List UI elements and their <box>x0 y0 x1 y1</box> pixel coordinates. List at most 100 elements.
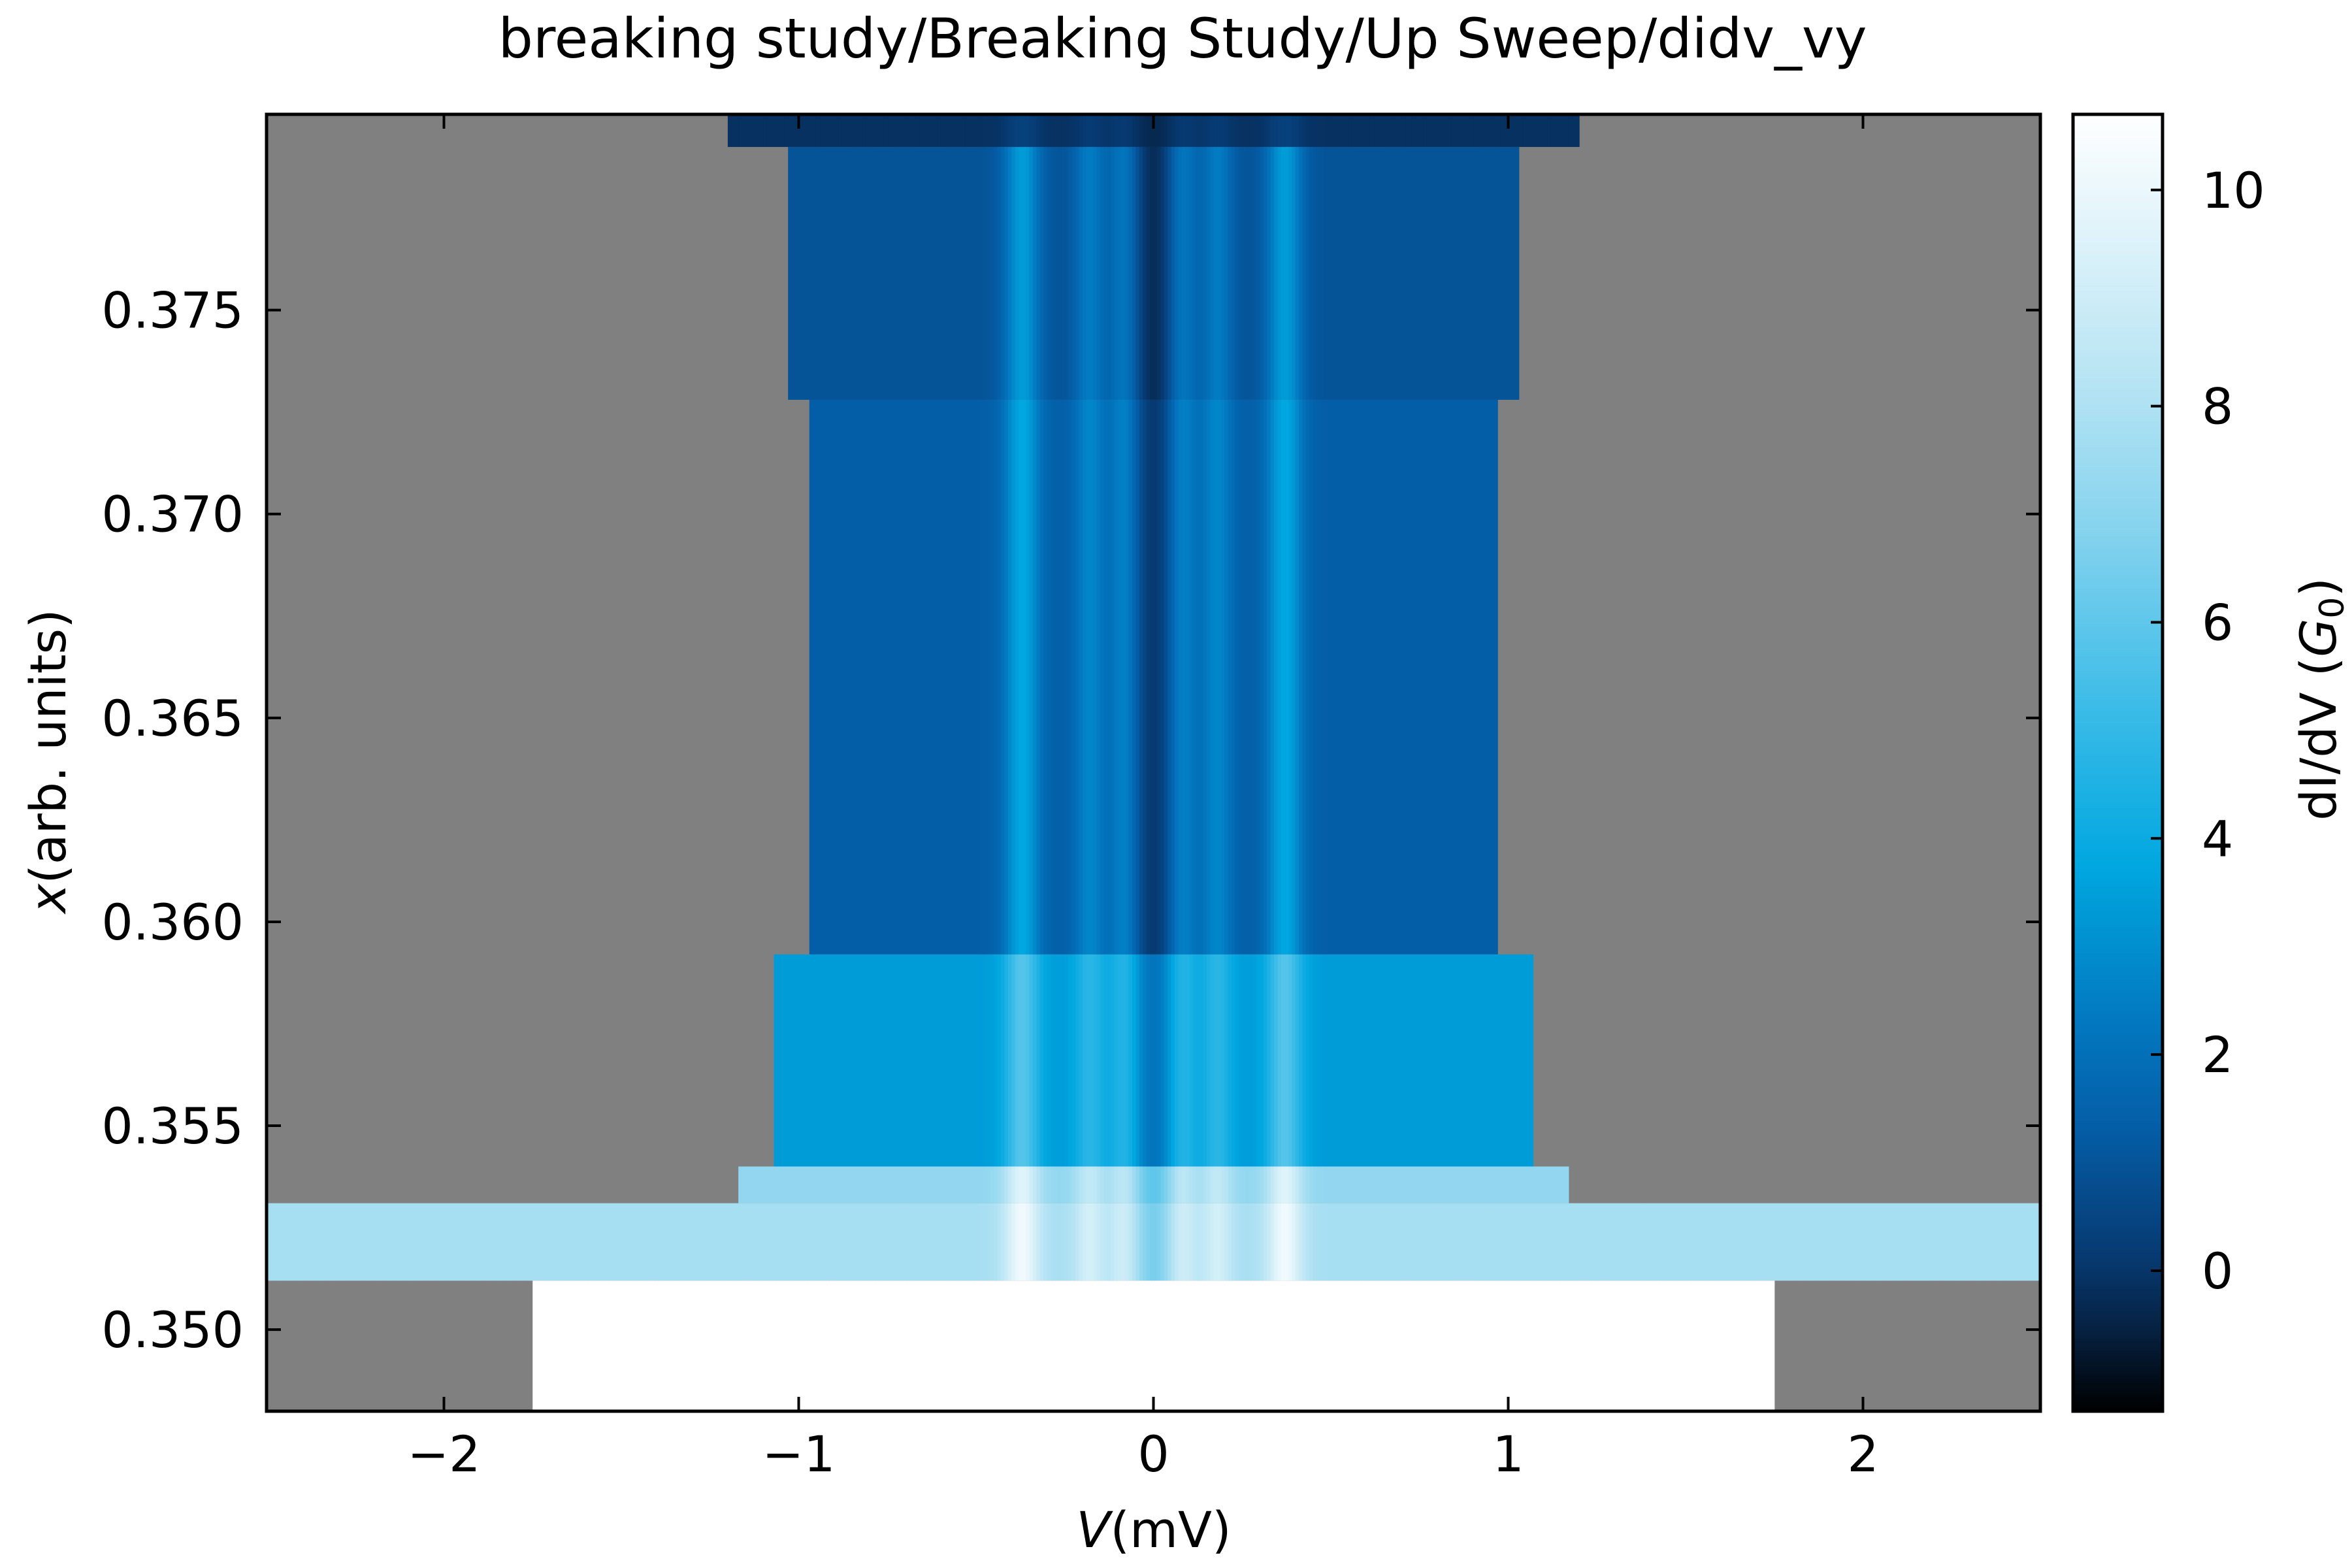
heatmap-cell <box>958 399 962 955</box>
heatmap-cell <box>1441 1203 1445 1281</box>
heatmap-cell <box>1238 146 1243 400</box>
heatmap-cell <box>855 114 860 147</box>
heatmap-cell <box>1359 1203 1364 1281</box>
heatmap-cell <box>1277 146 1282 400</box>
heatmap-cell <box>529 1203 533 1281</box>
heatmap-cell <box>305 1203 310 1281</box>
heatmap-cell <box>518 1203 523 1281</box>
heatmap-cell <box>994 146 998 400</box>
heatmap-cell <box>696 1203 700 1281</box>
heatmap-cell <box>838 954 842 1167</box>
heatmap-cell <box>965 1281 970 1411</box>
heatmap-cell <box>568 1203 572 1281</box>
heatmap-cell <box>1160 146 1165 400</box>
heatmap-cell <box>1039 1203 1044 1281</box>
heatmap-cell <box>777 954 781 1167</box>
heatmap-cell <box>1125 114 1130 147</box>
y-axis-symbol: x <box>19 883 77 915</box>
heatmap-cell <box>901 1203 906 1281</box>
heatmap-cell <box>1068 1203 1073 1281</box>
heatmap-cell <box>416 1203 420 1281</box>
heatmap-cell <box>883 399 888 955</box>
heatmap-cell <box>1391 399 1396 955</box>
heatmap-cell <box>987 114 991 147</box>
heatmap-cell <box>1305 399 1311 955</box>
heatmap-cell <box>1816 1203 1821 1281</box>
heatmap-cell <box>1373 1281 1378 1411</box>
heatmap-cell <box>1416 146 1420 400</box>
heatmap-cell <box>1880 1203 1885 1281</box>
heatmap-cell <box>1444 146 1448 400</box>
heatmap-cell <box>1341 1281 1346 1411</box>
heatmap-cell <box>1047 114 1051 147</box>
heatmap-cell <box>1533 1281 1537 1411</box>
heatmap-cell <box>1302 114 1307 147</box>
heatmap-cell <box>1029 1203 1034 1281</box>
heatmap-cell <box>976 1203 981 1281</box>
heatmap-cell <box>1419 1166 1424 1203</box>
heatmap-cell <box>851 954 856 1167</box>
heatmap-cell <box>870 954 874 1167</box>
heatmap-cell <box>944 954 949 1167</box>
heatmap-cell <box>1302 1166 1307 1203</box>
heatmap-cell <box>845 954 849 1167</box>
heatmap-cell <box>1153 1203 1158 1281</box>
heatmap-cell <box>1430 1203 1435 1281</box>
heatmap-cell <box>287 1203 292 1281</box>
heatmap-cell <box>823 1281 828 1411</box>
heatmap-cell <box>1490 1203 1495 1281</box>
heatmap-cell <box>876 399 881 955</box>
heatmap-cell <box>1377 146 1381 400</box>
heatmap-cell <box>1061 1281 1066 1411</box>
heatmap-cell <box>1164 1203 1168 1281</box>
heatmap-cell <box>1132 114 1136 147</box>
heatmap-cell <box>915 146 920 400</box>
heatmap-cell <box>890 399 895 955</box>
heatmap-cell <box>717 1203 721 1281</box>
heatmap-cell <box>1295 146 1299 400</box>
heatmap-cell <box>1433 114 1438 147</box>
heatmap-cell <box>1356 146 1360 400</box>
heatmap-cell <box>436 1203 441 1281</box>
heatmap-cell <box>1111 146 1115 400</box>
heatmap-cell <box>826 146 831 400</box>
heatmap-cell <box>1366 954 1371 1167</box>
heatmap-cell <box>1547 1281 1552 1411</box>
heatmap-cell <box>1831 1203 1835 1281</box>
heatmap-cell <box>472 1203 476 1281</box>
heatmap-cell <box>933 399 938 955</box>
heatmap-cell <box>1494 954 1498 1167</box>
heatmap-cell <box>1181 1203 1186 1281</box>
heatmap-cell <box>1082 1281 1086 1411</box>
heatmap-cell <box>894 399 899 955</box>
heatmap-cell <box>1558 114 1562 147</box>
heatmap-cell <box>1444 954 1448 1167</box>
heatmap-cell <box>1224 146 1229 400</box>
heatmap-cell <box>1277 1203 1282 1281</box>
heatmap-cell <box>894 146 899 400</box>
heatmap-cell <box>806 1203 810 1281</box>
heatmap-cell <box>951 114 956 147</box>
heatmap-cell <box>1515 1166 1520 1203</box>
heatmap-cell <box>1398 1203 1403 1281</box>
heatmap-cell <box>1019 1203 1023 1281</box>
heatmap-cell <box>809 399 813 955</box>
heatmap-cell <box>1213 114 1218 147</box>
heatmap-cell <box>1047 399 1051 955</box>
heatmap-cell <box>561 1203 565 1281</box>
heatmap-cell <box>955 1166 959 1203</box>
heatmap-cell <box>1146 146 1151 400</box>
heatmap-cell <box>1345 114 1349 147</box>
heatmap-cell <box>1526 114 1530 147</box>
heatmap-cell <box>1086 146 1090 400</box>
heatmap-cell <box>1341 114 1346 147</box>
heatmap-cell <box>919 146 924 400</box>
heatmap-cell <box>830 146 835 400</box>
heatmap-cell <box>1362 1166 1367 1203</box>
heatmap-cell <box>1501 1281 1505 1411</box>
heatmap-cell <box>890 1203 895 1281</box>
heatmap-cell <box>987 1281 991 1411</box>
heatmap-cell <box>908 1166 913 1203</box>
heatmap-cell <box>1728 1203 1733 1281</box>
heatmap-cell <box>976 114 981 147</box>
